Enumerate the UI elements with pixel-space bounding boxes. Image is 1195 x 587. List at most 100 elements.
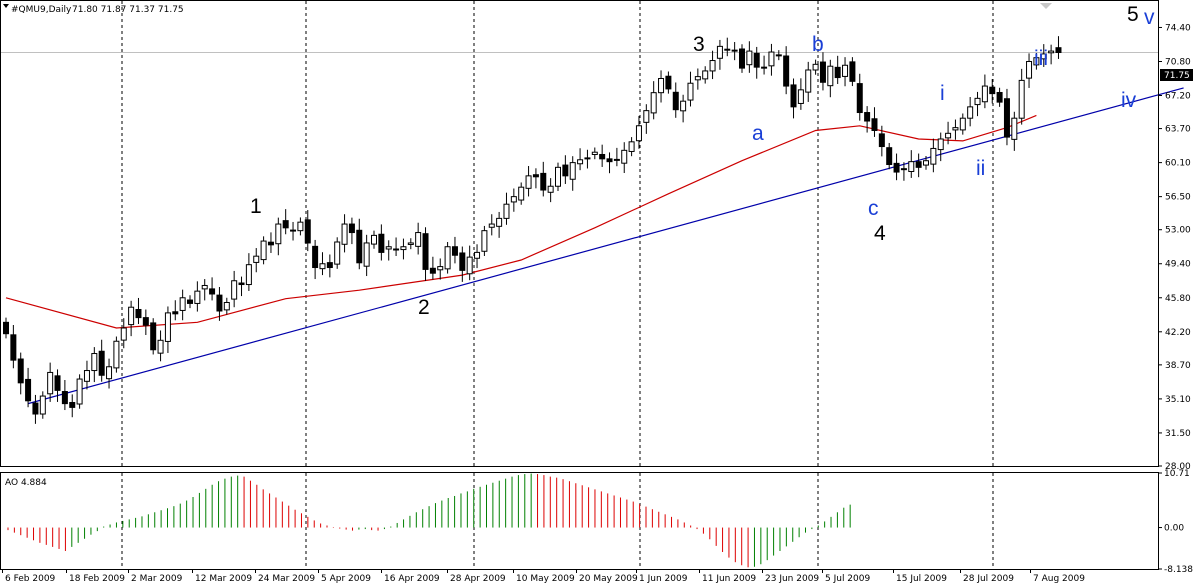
candle-body <box>621 149 628 164</box>
candle <box>312 239 319 280</box>
candle <box>959 113 966 135</box>
chart-symbol-label: #QMU9,Daily <box>11 5 72 15</box>
candle-body <box>1003 98 1010 138</box>
candle <box>665 71 672 94</box>
x-tick-label: 6 Feb 2009 <box>5 574 56 584</box>
candle <box>709 50 716 80</box>
candle <box>871 107 878 137</box>
candle-body <box>91 353 98 372</box>
candle-body <box>326 262 333 269</box>
x-tick-label: 2 Mar 2009 <box>131 574 183 584</box>
wave-label-ii: ii <box>976 157 985 180</box>
candle-body <box>930 147 937 165</box>
candle <box>923 156 929 170</box>
candle <box>613 147 620 167</box>
wave-label-5: 5 <box>1127 3 1139 26</box>
candle-body <box>518 186 525 201</box>
candle-body <box>25 378 32 402</box>
candle <box>819 52 826 91</box>
candle <box>187 295 193 309</box>
candle-body <box>47 371 54 395</box>
candle-body <box>488 223 495 228</box>
candle-body <box>290 229 297 232</box>
awesome-oscillator-bars <box>7 473 851 568</box>
candle <box>113 336 120 373</box>
candle-body <box>371 234 377 245</box>
candle <box>437 258 444 280</box>
candle <box>54 369 61 402</box>
candle-body <box>194 290 201 304</box>
candle <box>253 248 260 273</box>
candle <box>878 125 885 157</box>
candle-body <box>635 125 642 142</box>
current-price-label: 71.75 <box>1164 71 1190 81</box>
x-tick-label: 7 Aug 2009 <box>1033 574 1085 584</box>
candle-body <box>378 233 385 253</box>
candle-body <box>319 263 326 270</box>
candle-body <box>400 246 407 251</box>
price-candles <box>3 36 1062 424</box>
chart-ohlc-values: 71.80 71.87 71.37 71.75 <box>72 5 184 15</box>
candle <box>591 147 598 160</box>
candle <box>1018 68 1025 125</box>
candle-body <box>3 321 9 335</box>
candle <box>1048 44 1055 65</box>
candle-body <box>356 229 363 264</box>
candle <box>974 91 981 117</box>
candle <box>945 121 952 145</box>
candle-body <box>1033 57 1040 66</box>
candle-body <box>724 48 731 51</box>
candle <box>393 237 400 256</box>
candle-body <box>842 64 849 77</box>
candle-body <box>10 334 17 361</box>
candle <box>680 94 687 123</box>
candle <box>635 115 642 149</box>
candle-body <box>753 52 760 68</box>
candle-body <box>69 401 76 408</box>
candle <box>209 277 216 301</box>
candle <box>267 232 274 253</box>
candle <box>83 360 90 390</box>
candle-body <box>878 133 885 148</box>
candle <box>672 82 679 118</box>
candle <box>989 79 996 104</box>
candle <box>555 162 561 191</box>
candle-body <box>172 311 179 315</box>
x-tick-label: 28 Apr 2009 <box>450 574 506 584</box>
candle <box>503 192 510 225</box>
wave-label-iii: iii <box>1034 47 1048 70</box>
candle-body <box>510 196 517 203</box>
candle <box>1055 36 1062 59</box>
candle <box>39 391 46 419</box>
wave-label-4: 4 <box>874 222 886 245</box>
wave-label-i: i <box>940 82 945 105</box>
x-tick-label: 20 May 2009 <box>579 574 638 584</box>
candle-body <box>680 100 687 112</box>
x-tick-label: 28 Jul 2009 <box>963 574 1014 584</box>
y-tick-label: 67.20 <box>1165 92 1191 102</box>
candle-body <box>702 70 709 80</box>
x-tick-label: 24 Mar 2009 <box>258 574 315 584</box>
candle-body <box>282 220 289 229</box>
candle-body <box>775 54 782 57</box>
candle <box>69 394 76 418</box>
x-tick-label: 15 Jul 2009 <box>896 574 947 584</box>
candle <box>488 214 495 236</box>
candle <box>1003 88 1010 146</box>
candle <box>348 217 355 245</box>
candle-body <box>606 158 613 163</box>
chart-menu-arrow-icon[interactable] <box>3 4 9 8</box>
y-tick-label: 53.00 <box>1165 226 1191 236</box>
candle-body <box>856 83 863 114</box>
candle-body <box>334 241 341 265</box>
candle-body <box>783 55 790 87</box>
candle <box>1026 53 1033 88</box>
candle-body <box>716 45 723 59</box>
candle <box>371 230 377 249</box>
candle-body <box>83 370 90 382</box>
candle <box>547 178 554 203</box>
candle-body <box>503 203 510 219</box>
candle <box>245 253 252 291</box>
candle <box>775 50 782 61</box>
